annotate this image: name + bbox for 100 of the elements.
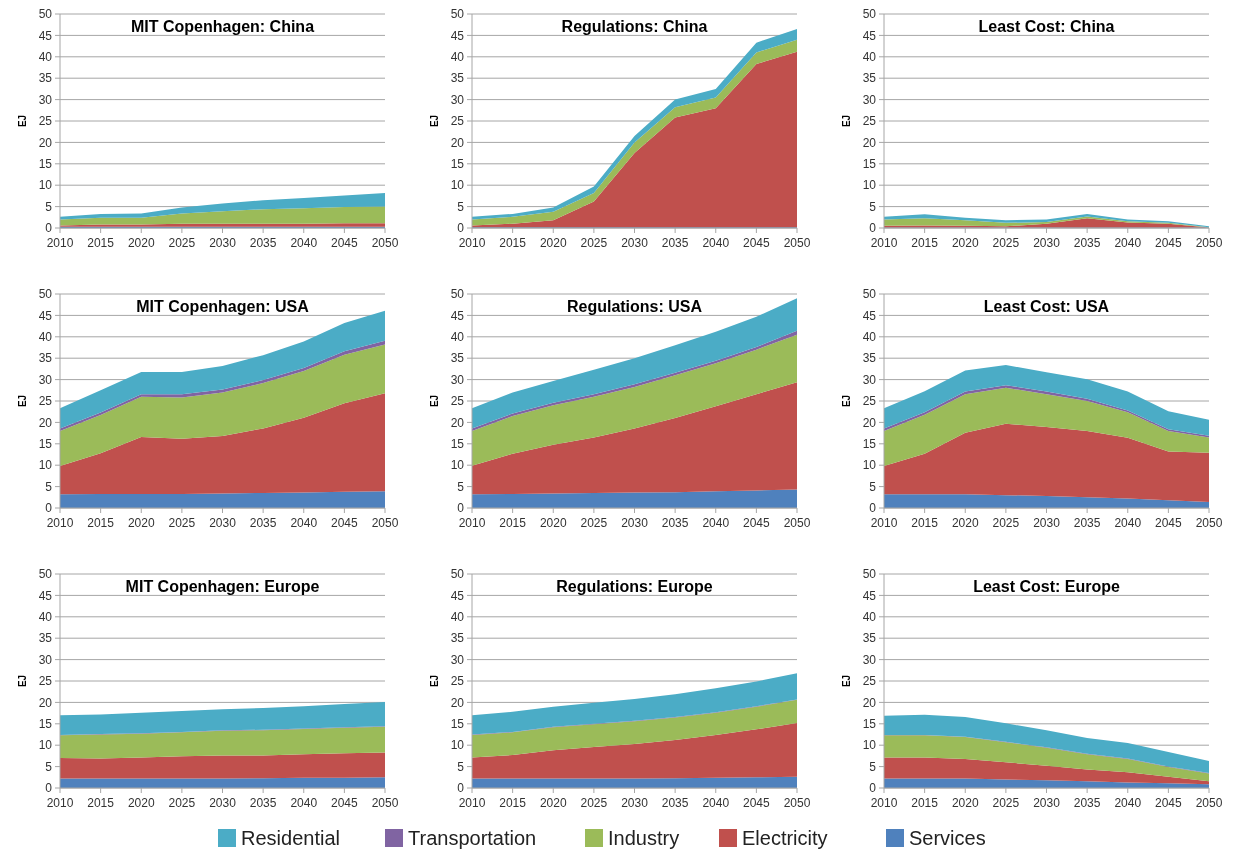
y-tick-label: 50	[450, 567, 465, 582]
x-tick-label: 2025	[580, 796, 608, 810]
x-tick-label: 2015	[499, 796, 527, 810]
x-tick-label: 2035	[249, 516, 277, 530]
y-tick-label: 0	[45, 221, 53, 236]
y-axis-title: EJ	[429, 114, 440, 128]
legend-label: Residential	[241, 827, 340, 849]
legend-label: Industry	[608, 827, 680, 849]
x-tick-label: 2035	[249, 796, 277, 810]
x-tick-label: 2045	[743, 796, 771, 810]
y-tick-label: 10	[862, 738, 877, 753]
y-tick-label: 40	[38, 610, 53, 624]
x-tick-label: 2040	[290, 516, 318, 530]
y-tick-label: 35	[862, 631, 877, 646]
x-tick-label: 2040	[702, 516, 730, 530]
x-tick-label: 2040	[702, 796, 730, 810]
y-tick-label: 0	[457, 221, 465, 236]
y-tick-label: 45	[450, 28, 465, 43]
chart-title: MIT Copenhagen: USA	[136, 298, 310, 315]
y-tick-label: 20	[862, 135, 877, 150]
y-tick-label: 15	[862, 157, 877, 171]
chart-title: Least Cost: USA	[983, 298, 1110, 315]
y-tick-label: 0	[45, 501, 53, 516]
x-tick-label: 2030	[1033, 516, 1061, 530]
x-tick-label: 2010	[870, 236, 898, 250]
legend-label: Transportation	[408, 827, 537, 849]
y-tick-label: 45	[38, 588, 53, 603]
y-tick-label: 5	[457, 479, 465, 494]
chart-title: MIT Copenhagen: China	[130, 18, 315, 35]
y-tick-label: 15	[450, 437, 465, 451]
x-tick-label: 2025	[168, 516, 196, 530]
x-tick-label: 2030	[621, 516, 649, 530]
x-tick-label: 2015	[87, 796, 115, 810]
x-tick-label: 2035	[1073, 796, 1101, 810]
y-tick-label: 30	[862, 92, 877, 107]
x-tick-label: 2025	[168, 796, 196, 810]
x-tick-label: 2030	[1033, 236, 1061, 250]
x-tick-label: 2045	[1155, 236, 1183, 250]
chart-title: Least Cost: Europe	[973, 578, 1120, 595]
x-tick-label: 2050	[1195, 796, 1223, 810]
y-tick-label: 10	[862, 178, 877, 193]
x-tick-label: 2020	[127, 796, 155, 810]
x-tick-label: 2035	[1073, 516, 1101, 530]
y-tick-label: 15	[38, 157, 53, 171]
x-tick-label: 2015	[911, 516, 939, 530]
y-tick-label: 20	[38, 695, 53, 710]
y-tick-label: 30	[38, 652, 53, 667]
y-tick-label: 35	[450, 351, 465, 366]
y-axis-title: EJ	[17, 114, 28, 128]
y-tick-label: 0	[457, 501, 465, 516]
x-tick-label: 2020	[127, 236, 155, 250]
chart-title: Regulations: Europe	[556, 578, 713, 595]
y-tick-label: 25	[862, 674, 877, 689]
y-tick-label: 40	[862, 50, 877, 64]
x-tick-label: 2015	[499, 516, 527, 530]
y-tick-label: 10	[38, 178, 53, 193]
x-tick-label: 2045	[331, 796, 359, 810]
x-tick-label: 2045	[1155, 516, 1183, 530]
y-tick-label: 50	[862, 567, 877, 582]
y-tick-label: 10	[450, 458, 465, 473]
y-tick-label: 25	[862, 394, 877, 409]
y-tick-label: 45	[862, 588, 877, 603]
y-tick-label: 30	[38, 92, 53, 107]
y-tick-label: 50	[38, 7, 53, 22]
y-tick-label: 5	[869, 199, 877, 214]
x-tick-label: 2030	[1033, 796, 1061, 810]
x-tick-label: 2030	[209, 796, 237, 810]
x-tick-label: 2010	[870, 796, 898, 810]
y-tick-label: 0	[869, 781, 877, 796]
x-tick-label: 2025	[992, 236, 1020, 250]
x-tick-label: 2025	[992, 516, 1020, 530]
y-tick-label: 15	[862, 717, 877, 731]
y-tick-label: 50	[862, 287, 877, 302]
y-tick-label: 45	[862, 308, 877, 323]
y-axis-title: EJ	[429, 674, 440, 688]
y-tick-label: 30	[450, 652, 465, 667]
x-tick-label: 2020	[951, 516, 979, 530]
x-tick-label: 2030	[209, 236, 237, 250]
x-tick-label: 2035	[661, 796, 689, 810]
x-tick-label: 2045	[331, 516, 359, 530]
y-tick-label: 20	[38, 415, 53, 430]
y-tick-label: 40	[450, 610, 465, 624]
y-tick-label: 20	[450, 695, 465, 710]
y-tick-label: 30	[862, 372, 877, 387]
y-tick-label: 50	[862, 7, 877, 22]
y-tick-label: 5	[45, 199, 53, 214]
y-tick-label: 25	[450, 394, 465, 409]
x-tick-label: 2050	[783, 516, 811, 530]
y-tick-label: 40	[862, 330, 877, 344]
y-tick-label: 40	[862, 610, 877, 624]
x-tick-label: 2010	[458, 516, 486, 530]
x-tick-label: 2020	[127, 516, 155, 530]
y-tick-label: 35	[450, 71, 465, 86]
x-tick-label: 2035	[249, 236, 277, 250]
x-tick-label: 2050	[371, 796, 399, 810]
legend-label: Services	[909, 827, 986, 849]
x-tick-label: 2040	[290, 796, 318, 810]
y-tick-label: 10	[450, 738, 465, 753]
x-tick-label: 2025	[992, 796, 1020, 810]
x-tick-label: 2040	[1114, 236, 1142, 250]
